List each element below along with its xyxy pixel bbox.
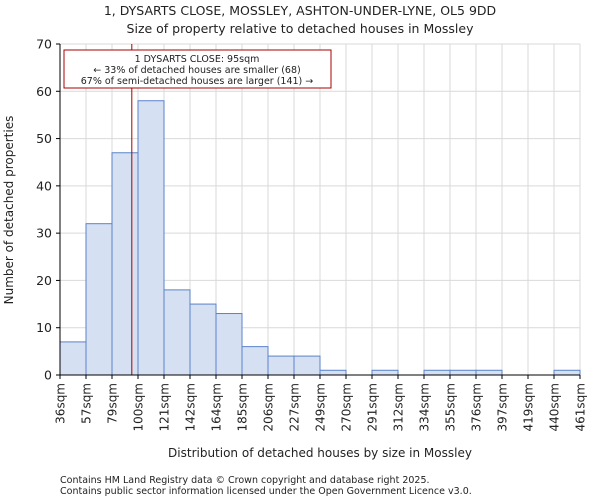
footer-licence: Contains public sector information licen…	[60, 486, 472, 497]
x-tick-label-17: 397sqm	[496, 383, 510, 431]
bar-8	[267, 355, 295, 376]
y-tick-label-6: 60	[36, 84, 52, 99]
bar-3	[137, 100, 165, 376]
x-tick-label-1: 57sqm	[80, 383, 94, 424]
y-tick-label-7: 70	[36, 37, 52, 52]
x-tick-label-6: 164sqm	[210, 383, 224, 431]
x-tick-label-16: 376sqm	[470, 383, 484, 431]
x-tick-label-3: 100sqm	[132, 383, 146, 431]
histogram-bars	[59, 100, 581, 376]
bar-16	[475, 369, 503, 376]
x-tick-label-7: 185sqm	[236, 383, 250, 431]
y-tick-label-5: 50	[36, 131, 52, 146]
y-tick-label-1: 10	[36, 320, 52, 335]
bar-12	[371, 369, 399, 376]
x-tick-label-8: 206sqm	[262, 383, 276, 431]
y-tick-label-3: 30	[36, 226, 52, 241]
x-tick-label-20: 461sqm	[574, 383, 588, 431]
bar-2	[111, 152, 139, 376]
x-tick-label-14: 334sqm	[418, 383, 432, 431]
footer-copyright: Contains HM Land Registry data © Crown c…	[60, 475, 430, 486]
x-tick-labels: 36sqm 57sqm 79sqm 100sqm 121sqm 142sqm 164sqm 1…	[54, 383, 588, 431]
axes	[56, 43, 581, 379]
bar-1	[85, 223, 113, 376]
x-tick-label-2: 79sqm	[106, 383, 120, 424]
x-tick-label-5: 142sqm	[184, 383, 198, 431]
x-tick-label-19: 440sqm	[548, 383, 562, 431]
bar-9	[293, 355, 321, 376]
x-tick-label-4: 121sqm	[158, 383, 172, 431]
x-tick-label-18: 419sqm	[522, 383, 536, 431]
annotation-line-1: 1 DYSARTS CLOSE: 95sqm	[135, 54, 260, 65]
bar-7	[241, 346, 269, 376]
x-tick-label-15: 355sqm	[444, 383, 458, 431]
annotation-line-3: 67% of semi-detached houses are larger (…	[81, 76, 314, 87]
y-axis-label: Number of detached properties	[2, 116, 16, 305]
annotation-box: 1 DYSARTS CLOSE: 95sqm ← 33% of detached…	[63, 49, 332, 89]
bar-4	[163, 289, 191, 376]
annotation-line-2: ← 33% of detached houses are smaller (68…	[93, 65, 300, 76]
x-tick-label-11: 270sqm	[340, 383, 354, 431]
bar-19	[553, 369, 581, 376]
chart-subtitle: Size of property relative to detached ho…	[127, 21, 475, 36]
bar-6	[215, 313, 243, 376]
y-tick-label-4: 40	[36, 178, 52, 193]
x-tick-label-9: 227sqm	[288, 383, 302, 431]
bar-5	[189, 303, 217, 376]
y-tick-label-2: 20	[36, 273, 52, 288]
x-tick-label-10: 249sqm	[314, 383, 328, 431]
x-tick-label-13: 312sqm	[392, 383, 406, 431]
x-axis-label: Distribution of detached houses by size …	[168, 446, 472, 460]
y-tick-labels: 0 10 20 30 40 50 60 70	[36, 37, 52, 383]
bar-0	[59, 341, 87, 376]
annotation-frame	[63, 49, 332, 89]
bar-15	[449, 369, 477, 376]
y-tick-label-0: 0	[44, 368, 52, 383]
x-tick-label-0: 36sqm	[54, 383, 68, 424]
bar-10	[319, 369, 347, 376]
bar-14	[423, 369, 451, 376]
x-tick-label-12: 291sqm	[366, 383, 380, 431]
chart-title: 1, DYSARTS CLOSE, MOSSLEY, ASHTON-UNDER-…	[104, 3, 496, 18]
